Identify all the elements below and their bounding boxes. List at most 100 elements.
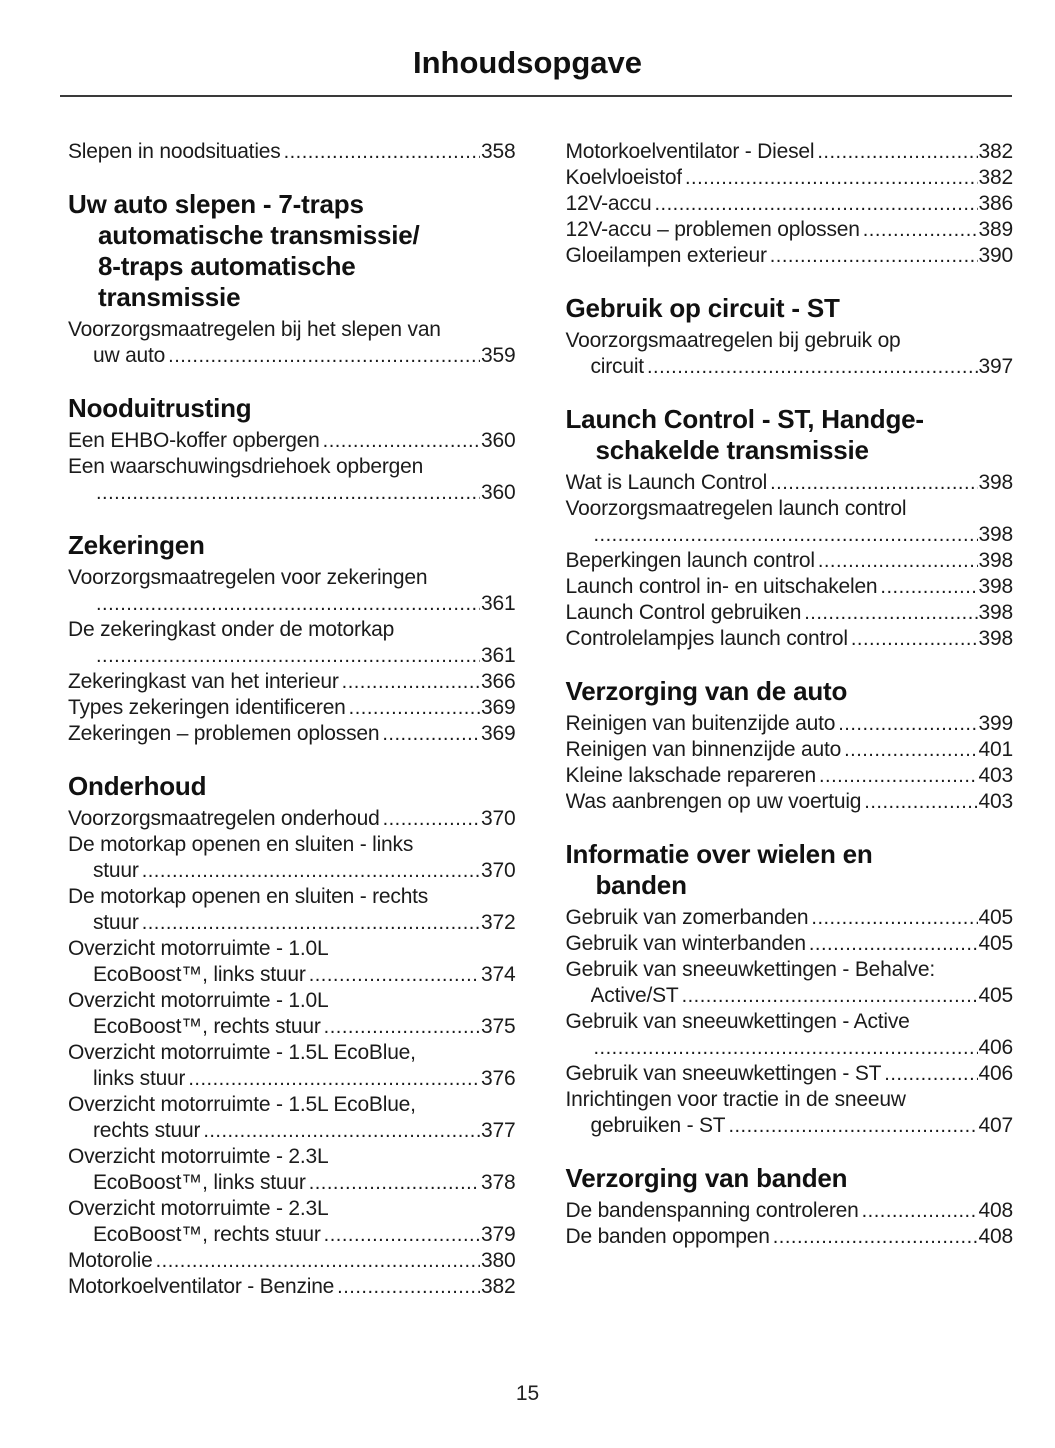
section-heading: Informatie over wielen en banden xyxy=(566,839,1014,901)
entry-page-number: 399 xyxy=(978,712,1014,735)
toc-entry-lastline: links stuur 376 xyxy=(68,1066,516,1092)
toc-entry: De motorkap openen en sluiten - rechts st… xyxy=(68,884,516,936)
entry-page-number: 398 xyxy=(978,549,1014,572)
entry-page-number: 380 xyxy=(481,1249,516,1272)
entry-page-number: 408 xyxy=(978,1225,1014,1248)
toc-entry: Reinigen van buitenzijde auto 399 xyxy=(566,711,1014,737)
toc-entry-lastline: rechts stuur 377 xyxy=(68,1118,516,1144)
entry-page-number: 398 xyxy=(978,601,1014,624)
entry-title: Reinigen van buitenzijde auto xyxy=(565,712,836,735)
entry-page-number: 377 xyxy=(481,1119,516,1142)
entry-page-number: 379 xyxy=(481,1223,516,1246)
entry-title: Gebruik van sneeuwkettingen - ST xyxy=(565,1062,882,1085)
toc-section: Verzorging van de auto Reinigen van buite… xyxy=(566,676,1014,815)
entry-title: Types zekeringen identificeren xyxy=(68,696,346,719)
toc-entry-line: Overzicht motorruimte - 1.5L EcoBlue, xyxy=(68,1093,416,1116)
dot-leader xyxy=(142,910,480,936)
dot-leader xyxy=(844,737,977,763)
toc-entry-line: Voorzorgsmaatregelen launch control xyxy=(565,497,907,520)
toc-entry-lastline: Gloeilampen exterieur 390 xyxy=(566,243,1014,269)
toc-entry: Voorzorgsmaatregelen launch control 398 xyxy=(566,496,1014,548)
toc-entry: 12V-accu 386 xyxy=(566,191,1014,217)
dot-leader xyxy=(323,428,480,454)
entry-title: Active/ST xyxy=(590,984,679,1007)
dot-leader xyxy=(682,983,978,1009)
entry-page-number: 359 xyxy=(481,344,516,367)
dot-leader xyxy=(838,711,977,737)
dot-leader xyxy=(203,1118,480,1144)
entry-title: Koelvloeistof xyxy=(565,166,682,189)
entry-page-number: 376 xyxy=(481,1067,516,1090)
toc-entry: De banden oppompen 408 xyxy=(566,1224,1014,1250)
toc-entry: Overzicht motorruimte - 2.3L EcoBoost™, l… xyxy=(68,1144,516,1196)
entry-page-number: 398 xyxy=(978,471,1014,494)
toc-entry: Gebruik van sneeuwkettingen - Behalve: Ac… xyxy=(566,957,1014,1009)
dot-leader xyxy=(647,354,978,380)
toc-entry: Motorkoelventilator - Diesel 382 xyxy=(566,139,1014,165)
entry-page-number: 360 xyxy=(481,429,516,452)
toc-entry-line: Overzicht motorruimte - 1.0L xyxy=(68,989,329,1012)
title-divider xyxy=(60,95,1012,97)
toc-entry-line: Een waarschuwingsdriehoek opbergen xyxy=(68,455,424,478)
entry-page-number: 358 xyxy=(481,140,516,163)
toc-section: Zekeringen Voorzorgsmaatregelen voor zeke… xyxy=(68,530,516,747)
entry-page-number: 361 xyxy=(481,644,516,667)
dot-leader xyxy=(337,1274,480,1300)
toc-section: Uw auto slepen - 7-traps automatische tra… xyxy=(68,189,516,369)
toc-entry: Slepen in noodsituaties 358 xyxy=(68,139,516,165)
entry-page-number: 360 xyxy=(481,481,516,504)
toc-entry-lastline: Zekeringkast van het interieur 366 xyxy=(68,669,516,695)
entry-page-number: 397 xyxy=(978,355,1014,378)
entry-title: stuur xyxy=(93,911,139,934)
toc-entry-lastline: EcoBoost™, links stuur 378 xyxy=(68,1170,516,1196)
toc-section: Informatie over wielen en banden Gebruik v… xyxy=(566,839,1014,1139)
dot-leader xyxy=(309,1170,480,1196)
entry-title: Motorkoelventilator - Diesel xyxy=(565,140,815,163)
toc-entry-lastline: Wat is Launch Control 398 xyxy=(566,470,1014,496)
toc-entry-lastline: gebruiken - ST 407 xyxy=(566,1113,1014,1139)
toc-entry-line: De motorkap openen en sluiten - links xyxy=(68,833,414,856)
section-heading: Onderhoud xyxy=(68,771,516,802)
section-heading-line: Zekeringen xyxy=(68,530,205,560)
toc-column: Motorkoelventilator - Diesel382Koelvloei… xyxy=(566,139,1014,1300)
entry-page-number: 401 xyxy=(978,738,1014,761)
toc-entry-lastline: Reinigen van buitenzijde auto 399 xyxy=(566,711,1014,737)
dot-leader xyxy=(773,1224,978,1250)
toc-entry-lastline: Kleine lakschade repareren 403 xyxy=(566,763,1014,789)
toc-entry-lastline: 12V-accu – problemen oplossen 389 xyxy=(566,217,1014,243)
section-heading-line: Verzorging van banden xyxy=(565,1163,848,1193)
entry-page-number: 382 xyxy=(978,166,1014,189)
dot-leader xyxy=(188,1066,480,1092)
toc-entry-lastline: Motorkoelventilator - Diesel 382 xyxy=(566,139,1014,165)
toc-entry-lastline: EcoBoost™, links stuur 374 xyxy=(68,962,516,988)
toc-entry-lastline: 12V-accu 386 xyxy=(566,191,1014,217)
entry-title: De banden oppompen xyxy=(565,1225,770,1248)
toc-entry: Een waarschuwingsdriehoek opbergen 360 xyxy=(68,454,516,506)
section-heading-line: Nooduitrusting xyxy=(68,393,252,423)
entry-page-number: 398 xyxy=(978,575,1014,598)
toc-entry-line: Overzicht motorruimte - 1.5L EcoBlue, xyxy=(68,1041,416,1064)
dot-leader xyxy=(96,643,480,669)
toc-entry-line: Gebruik van sneeuwkettingen - Behalve: xyxy=(565,958,936,981)
toc-entry: Types zekeringen identificeren 369 xyxy=(68,695,516,721)
toc-entry: Voorzorgsmaatregelen bij gebruik op circu… xyxy=(566,328,1014,380)
entry-page-number: 406 xyxy=(978,1062,1014,1085)
entry-title: EcoBoost™, links stuur xyxy=(93,963,306,986)
section-heading: Zekeringen xyxy=(68,530,516,561)
toc-entry: Beperkingen launch control 398 xyxy=(566,548,1014,574)
entry-title: Launch Control gebruiken xyxy=(565,601,802,624)
section-heading-line: Launch Control - ST, Handge- xyxy=(565,404,925,434)
toc-entry-lastline: EcoBoost™, rechts stuur 375 xyxy=(68,1014,516,1040)
toc-entry: Reinigen van binnenzijde auto 401 xyxy=(566,737,1014,763)
dot-leader xyxy=(324,1222,480,1248)
toc-entry-lastline: Zekeringen – problemen oplossen 369 xyxy=(68,721,516,747)
dot-leader xyxy=(851,626,978,652)
entry-title: Was aanbrengen op uw voertuig xyxy=(565,790,862,813)
toc-entry: Gebruik van sneeuwkettingen - Active 406 xyxy=(566,1009,1014,1061)
entry-title: EcoBoost™, rechts stuur xyxy=(93,1223,321,1246)
entry-page-number: 374 xyxy=(481,963,516,986)
dot-leader xyxy=(804,600,977,626)
toc-entry: Zekeringen – problemen oplossen 369 xyxy=(68,721,516,747)
dot-leader xyxy=(383,806,480,832)
